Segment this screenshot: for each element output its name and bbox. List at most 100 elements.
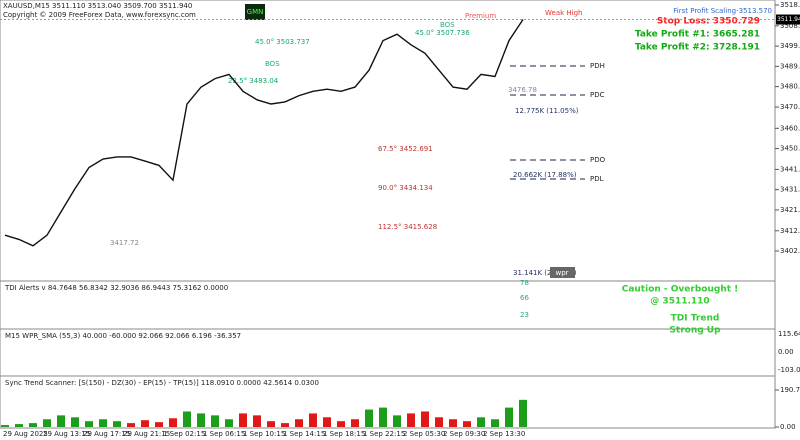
sync-bar xyxy=(267,421,275,427)
sync-bar xyxy=(71,417,79,427)
sync-bar xyxy=(155,422,163,427)
sync-bar xyxy=(365,409,373,427)
sync-bar xyxy=(323,417,331,427)
stop-loss: Stop Loss: 3350.729 xyxy=(657,17,760,27)
time-label: 29 Aug 13:15 xyxy=(43,430,90,438)
fib-label: 45.0° 3507.736 xyxy=(415,29,470,37)
sync-bar xyxy=(113,421,121,427)
sync-bar xyxy=(309,413,317,427)
sync-bar xyxy=(463,421,471,427)
sync-tick-label: 190.7052 xyxy=(780,386,800,394)
sync-bar xyxy=(449,419,457,427)
sync-bar xyxy=(197,413,205,427)
fib-label: 3476.78 xyxy=(508,86,537,94)
wpr-tick: -103.09 xyxy=(778,366,800,374)
tdi-trend-title: TDI Trend xyxy=(671,314,720,324)
pdo: PDO xyxy=(590,156,606,164)
take-profit-2: Take Profit #2: 3728.191 xyxy=(635,43,760,53)
frame xyxy=(0,0,776,429)
time-label: 1 Sep 14:15 xyxy=(283,430,325,438)
sync-bar xyxy=(393,415,401,427)
time-label: 1 Sep 06:15 xyxy=(203,430,245,438)
sync-bar xyxy=(29,423,37,427)
sync-bar xyxy=(253,415,261,427)
current-price-label: 3511.940 xyxy=(777,16,800,23)
volume-label: 20.662K (17.88%) xyxy=(513,171,577,179)
current-price-box xyxy=(776,14,800,25)
badge-box xyxy=(245,4,265,20)
pdc: PDC xyxy=(590,91,605,99)
time-label: 29 Aug 2025 xyxy=(3,430,48,438)
wpr-tick: 0.00 xyxy=(778,348,794,356)
sync-bar xyxy=(141,420,149,427)
bos: BOS xyxy=(440,21,455,29)
sync-bar xyxy=(57,415,65,427)
time-label: 1 Sep 18:15 xyxy=(323,430,365,438)
sync-bar xyxy=(407,413,415,427)
time-label: 2 Sep 05:30 xyxy=(403,430,445,438)
sync-bar xyxy=(435,417,443,427)
y-tick-label: 3421.930 xyxy=(780,206,800,214)
fib-label: 67.5° 3452.691 xyxy=(378,145,433,153)
volume-label: 31.141K (26.94%) xyxy=(513,269,577,277)
price-line xyxy=(4,19,524,247)
volume-label: 12.775K (11.05%) xyxy=(515,107,579,115)
time-label: 29 Aug 17:15 xyxy=(83,430,130,438)
sync-bar xyxy=(295,419,303,427)
y-tick-label: 3431.520 xyxy=(780,186,800,194)
fib-label: 45.0° 3503.737 xyxy=(255,38,310,46)
symbol-line: XAUUSD,M15 3511.110 3513.040 3509.700 35… xyxy=(3,2,192,10)
sync-bar xyxy=(211,415,219,427)
wpr-box xyxy=(550,267,575,278)
tdi-level: 66 xyxy=(520,294,529,302)
y-tick-label: 3460.520 xyxy=(780,124,800,132)
sync-bar xyxy=(85,421,93,427)
y-tick-label: 3489.800 xyxy=(780,62,800,70)
copyright: Copyright © 2009 FreeForex Data, www.for… xyxy=(3,11,196,19)
sync-bar xyxy=(491,419,499,427)
sync-bar xyxy=(519,399,527,427)
y-tick-label: 3508.960 xyxy=(780,22,800,30)
fib-label: 90.0° 3434.134 xyxy=(378,184,433,192)
y-tick-label: 3441.090 xyxy=(780,165,800,173)
sync-bar xyxy=(477,417,485,427)
sync-bar xyxy=(225,419,233,427)
wpr-tick: 115.64 xyxy=(778,330,800,338)
tdi-alert: Caution - Overbought ! xyxy=(622,285,739,295)
fib-label: 112.5° 3415.628 xyxy=(378,223,437,231)
sync-bar xyxy=(183,411,191,427)
weak-high: Weak High xyxy=(545,9,582,17)
sync-bar xyxy=(281,423,289,427)
sync-tick-label: 0.00 xyxy=(780,423,796,431)
tdi-trend: Strong Up xyxy=(669,326,721,336)
sync-bar xyxy=(505,407,513,427)
y-tick-label: 3480.220 xyxy=(780,83,800,91)
sync-bar xyxy=(1,425,9,427)
wpr-tag: wpr xyxy=(555,269,568,277)
first-profit: First Profit Scaling-3513.570 xyxy=(673,7,772,15)
sync-title: Sync Trend Scanner: [S(150) - DZ(30) - E… xyxy=(5,379,319,387)
tdi-alert-price: @ 3511.110 xyxy=(650,297,709,307)
sync-bar xyxy=(351,419,359,427)
time-label: 29 Aug 21:15 xyxy=(123,430,170,438)
time-label: 1 Sep 22:15 xyxy=(363,430,405,438)
pdl: PDL xyxy=(590,175,604,183)
y-tick-label: 3499.380 xyxy=(780,42,800,50)
y-tick-label: 3518.810 xyxy=(780,1,800,9)
fib-label: 3417.72 xyxy=(110,239,139,247)
sync-bar xyxy=(239,413,247,427)
y-tick-label: 3470.560 xyxy=(780,103,800,111)
y-tick-label: 3402.520 xyxy=(780,247,800,255)
time-label: 1 Sep 10:15 xyxy=(243,430,285,438)
sync-bar xyxy=(15,424,23,427)
bos: BOS xyxy=(265,60,280,68)
tdi-title: TDI Alerts v 84.7648 56.8342 32.9036 86.… xyxy=(4,284,228,292)
wpr-title: M15 WPR_SMA (55,3) 40.000 -60.000 92.066… xyxy=(5,332,241,340)
premium: Premium xyxy=(465,12,496,20)
sync-bar xyxy=(337,421,345,427)
y-tick-label: 3412.080 xyxy=(780,227,800,235)
fib-label: 22.5° 3483.04 xyxy=(228,77,279,85)
